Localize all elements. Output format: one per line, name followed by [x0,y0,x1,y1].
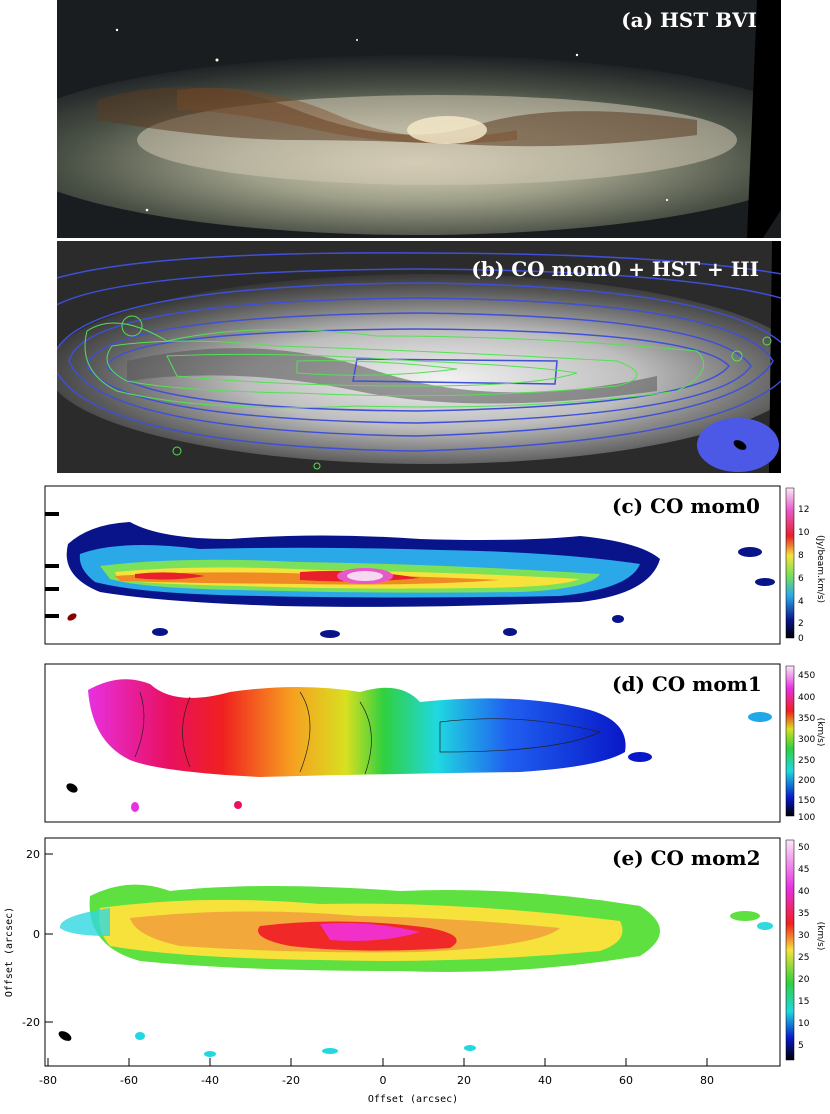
xtick-60: 60 [619,1074,633,1087]
cbar-d-tick-400: 400 [798,693,815,703]
cbar-d-tick-450: 450 [798,671,815,681]
cbar-c-label: (Jy/beam.km/s) [815,535,825,603]
xtick-80: 80 [700,1074,714,1087]
mom2-colorbar [785,839,795,1061]
xtick-0: 0 [380,1074,387,1087]
cbar-c-tick-0: 0 [798,634,804,644]
cbar-e-tick-5: 5 [798,1041,804,1051]
cbar-e-tick-50: 50 [798,843,810,853]
xtick-40: 40 [538,1074,552,1087]
panel-e-title: (e) CO mom2 [612,846,761,870]
panel-b-overlay: (b) CO mom0 + HST + HI [46,241,818,473]
cbar-e-tick-15: 15 [798,997,809,1007]
mom1-map: 450 400 350 300 250 200 150 100 (km/s) [44,663,825,823]
panel-d-mom1: 450 400 350 300 250 200 150 100 (km/s) (… [0,662,830,832]
cbar-c-tick-12: 12 [798,505,809,515]
cbar-c-tick-6: 6 [798,574,804,584]
cbar-e-tick-45: 45 [798,865,809,875]
cbar-d-tick-100: 100 [798,813,815,823]
panel-b-title: (b) CO mom0 + HST + HI [471,257,759,281]
x-axis-label: Offset (arcsec) [368,1094,458,1105]
cbar-e-tick-25: 25 [798,953,809,963]
panel-c-mom0: 12 10 8 6 4 2 0 (Jy/beam.km/s) (c) CO mo… [0,484,830,654]
xtick--40: -40 [201,1074,219,1087]
xtick--20: -20 [282,1074,300,1087]
cbar-e-tick-40: 40 [798,887,810,897]
cbar-c-tick-2: 2 [798,619,804,629]
co-contours [84,315,772,470]
cbar-c-tick-10: 10 [798,528,810,538]
cbar-d-tick-350: 350 [798,714,815,724]
cbar-e-tick-35: 35 [798,909,809,919]
ytick-0: 0 [33,928,40,941]
cbar-d-tick-200: 200 [798,776,815,786]
hst-bvi-image [0,0,830,238]
cbar-e-tick-10: 10 [798,1019,810,1029]
cbar-d-label: (km/s) [815,718,825,747]
cbar-e-tick-20: 20 [798,975,810,985]
ytick-20: 20 [26,848,40,861]
panel-a-title: (a) HST BVI [621,8,757,32]
xtick--80: -80 [39,1074,57,1087]
cbar-d-tick-250: 250 [798,756,815,766]
panel-c-title: (c) CO mom0 [612,494,760,518]
y-axis-label: Offset (arcsec) [4,907,15,997]
xtick-20: 20 [457,1074,471,1087]
cbar-e-label: (km/s) [815,922,825,951]
mom0-map: 12 10 8 6 4 2 0 (Jy/beam.km/s) [44,485,825,645]
overlay-image [46,241,818,473]
cbar-c-tick-8: 8 [798,551,804,561]
cbar-c-tick-4: 4 [798,597,804,607]
cbar-e-tick-30: 30 [798,931,810,941]
mom2-map: -80 -60 -40 -20 0 20 40 60 80 20 0 -20 O… [4,837,825,1105]
panel-e-mom2: -80 -60 -40 -20 0 20 40 60 80 20 0 -20 O… [0,836,830,1110]
cbar-d-tick-300: 300 [798,735,815,745]
ytick--20: -20 [22,1016,40,1029]
panel-d-title: (d) CO mom1 [612,672,762,696]
cbar-d-tick-150: 150 [798,796,815,806]
mom1-colorbar [785,665,795,817]
panel-a-hst-image: (a) HST BVI [0,0,830,238]
mom0-colorbar [785,487,795,639]
xtick--60: -60 [120,1074,138,1087]
